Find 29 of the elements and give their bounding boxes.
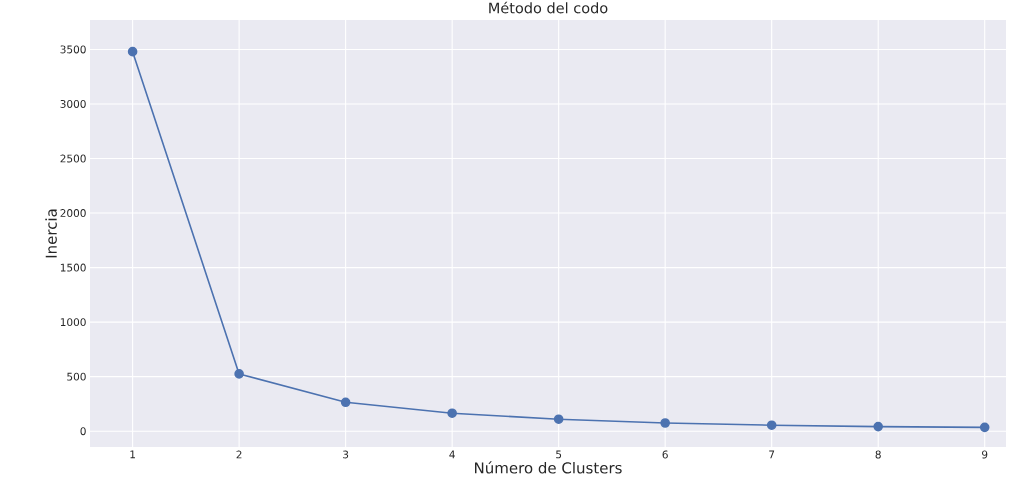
y-tick-label: 2500 <box>60 154 86 163</box>
point <box>127 46 138 57</box>
y-tick-label: 2000 <box>60 209 86 218</box>
point <box>766 420 777 430</box>
point <box>234 369 244 379</box>
x-tick-label: 8 <box>875 450 881 459</box>
y-axis-title: Inercia <box>45 209 57 258</box>
point <box>873 421 883 432</box>
point <box>660 418 670 428</box>
y-tick-label: 1000 <box>60 318 86 327</box>
x-tick-label: 6 <box>662 450 668 459</box>
point <box>340 397 351 408</box>
x-axis-title: Número de Clusters <box>475 461 622 474</box>
y-tick-label: 0 <box>80 427 86 436</box>
y-tick-label: 3500 <box>60 45 86 54</box>
point <box>553 414 564 424</box>
x-tick-label: 4 <box>449 450 455 459</box>
point <box>979 422 990 433</box>
chart-title: Método del codo <box>489 1 608 14</box>
x-tick-label: 7 <box>769 450 775 459</box>
x-tick-label: 1 <box>130 450 135 459</box>
point <box>447 408 457 418</box>
y-tick-label: 3000 <box>60 100 86 108</box>
x-tick-label: 5 <box>556 450 562 459</box>
y-tick-label: 1500 <box>60 263 86 272</box>
x-tick-label: 3 <box>343 450 349 459</box>
y-tick-label: 500 <box>67 372 86 381</box>
x-tick-label: 2 <box>236 450 242 459</box>
x-tick-label: 9 <box>982 450 988 459</box>
